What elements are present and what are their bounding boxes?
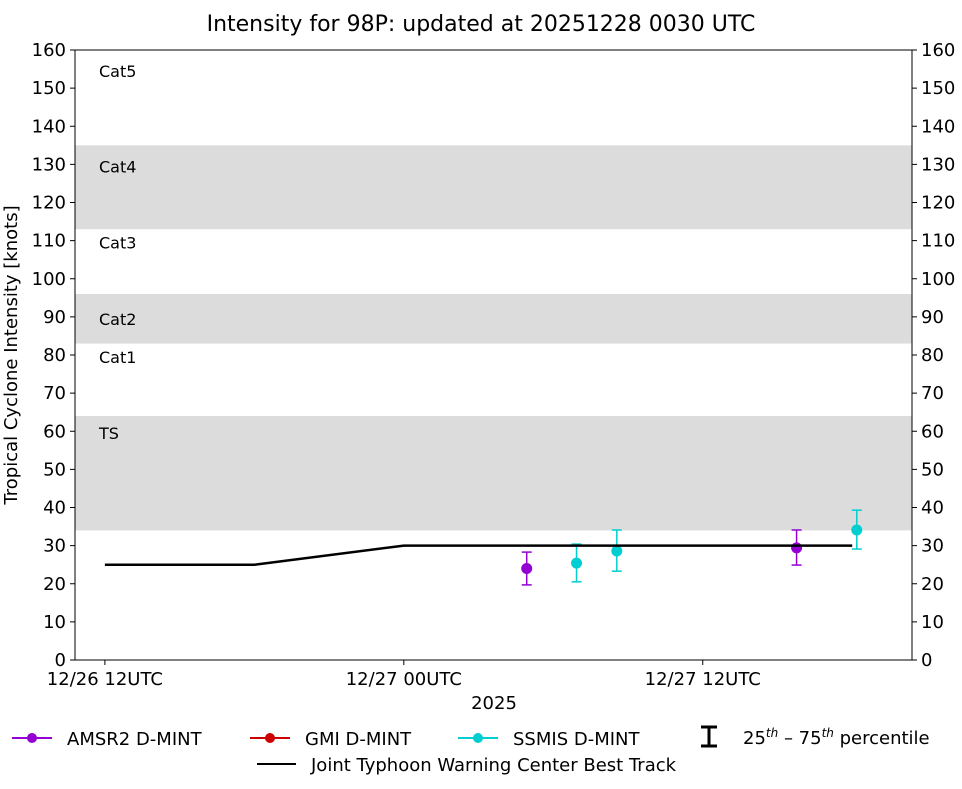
- data-point: [791, 542, 803, 554]
- category-label-cat2: Cat2: [99, 310, 136, 329]
- legend-marker: [27, 733, 37, 743]
- data-point: [571, 557, 583, 569]
- legend-marker: [265, 733, 275, 743]
- data-point: [851, 524, 863, 536]
- y-tick-label-right: 80: [921, 345, 944, 366]
- y-tick-label-right: 10: [921, 612, 944, 633]
- y-tick-label-left: 60: [43, 421, 66, 442]
- y-tick-label-left: 70: [43, 383, 66, 404]
- y-tick-label-right: 0: [921, 650, 932, 671]
- y-tick-label-right: 60: [921, 421, 944, 442]
- y-tick-label-left: 160: [32, 40, 66, 61]
- intensity-bands: [75, 145, 912, 531]
- legend: AMSR2 D-MINT GMI D-MINT SSMIS D-MINT 25th –…: [12, 725, 930, 776]
- y-tick-label-left: 140: [32, 116, 66, 137]
- superscript: th: [766, 726, 778, 740]
- y-tick-label-right: 50: [921, 459, 944, 480]
- y-tick-label-left: 120: [32, 193, 66, 214]
- y-tick-label-right: 100: [921, 269, 955, 290]
- legend-label: AMSR2 D-MINT: [67, 729, 203, 750]
- superscript: th: [822, 726, 834, 740]
- category-label-cat4: Cat4: [99, 157, 136, 176]
- x-tick-label: 12/27 00UTC: [346, 669, 462, 690]
- chart-title: Intensity for 98P: updated at 20251228 0…: [207, 12, 756, 37]
- data-point: [521, 563, 533, 574]
- legend-text: 25: [743, 728, 766, 749]
- y-tick-label-right: 30: [921, 536, 944, 557]
- legend-label: SSMIS D-MINT: [513, 729, 640, 750]
- category-label-ts: TS: [98, 424, 119, 443]
- y-tick-label-left: 10: [43, 612, 66, 633]
- y-tick-label-left: 30: [43, 536, 66, 557]
- plot-frame: [74, 49, 913, 661]
- y-tick-label-left: 80: [43, 345, 66, 366]
- data-marks: [104, 509, 863, 586]
- legend-text: 75: [799, 728, 822, 749]
- category-label-cat3: Cat3: [99, 234, 136, 253]
- data-point: [611, 545, 623, 557]
- axes: 0 0 10 10 20 20 30 30 40 40 50 50 60 60 70 70 80 80 90 90 10…: [32, 40, 956, 690]
- y-tick-label-right: 140: [921, 116, 955, 137]
- x-axis-label: 2025: [471, 693, 517, 714]
- category-labels: TS Cat1 Cat2 Cat3 Cat4 Cat5: [98, 62, 136, 443]
- legend-text: percentile: [834, 728, 930, 749]
- y-axis-label: Tropical Cyclone Intensity [knots]: [1, 205, 22, 505]
- legend-label: GMI D-MINT: [305, 729, 412, 750]
- y-tick-label-right: 130: [921, 154, 955, 175]
- shaded-band: [75, 416, 912, 531]
- y-tick-label-right: 90: [921, 307, 944, 328]
- legend-text: –: [778, 728, 798, 749]
- y-tick-label-right: 20: [921, 574, 944, 595]
- legend-marker: [473, 733, 483, 743]
- y-tick-label-left: 110: [32, 231, 66, 252]
- y-tick-label-left: 130: [32, 154, 66, 175]
- category-label-cat1: Cat1: [99, 348, 136, 367]
- y-tick-label-left: 20: [43, 574, 66, 595]
- y-tick-label-left: 40: [43, 498, 66, 519]
- x-tick-label: 12/27 12UTC: [645, 669, 761, 690]
- y-tick-label-right: 40: [921, 498, 944, 519]
- shaded-band: [75, 145, 912, 230]
- best-track-line: [104, 544, 853, 566]
- y-tick-label-right: 120: [921, 193, 955, 214]
- legend-label: Joint Typhoon Warning Center Best Track: [310, 755, 677, 776]
- x-tick-label: 12/26 12UTC: [47, 669, 163, 690]
- y-tick-label-left: 100: [32, 269, 66, 290]
- y-tick-label-left: 90: [43, 307, 66, 328]
- y-tick-label-left: 50: [43, 459, 66, 480]
- y-tick-label-left: 0: [55, 650, 66, 671]
- y-tick-label-right: 110: [921, 231, 955, 252]
- shaded-band: [75, 294, 912, 344]
- y-tick-label-right: 150: [921, 78, 955, 99]
- legend-percentile-label: 25th – 75th percentile: [743, 726, 930, 749]
- category-label-cat5: Cat5: [99, 62, 136, 81]
- y-tick-label-right: 160: [921, 40, 955, 61]
- y-tick-label-left: 150: [32, 78, 66, 99]
- y-tick-label-right: 70: [921, 383, 944, 404]
